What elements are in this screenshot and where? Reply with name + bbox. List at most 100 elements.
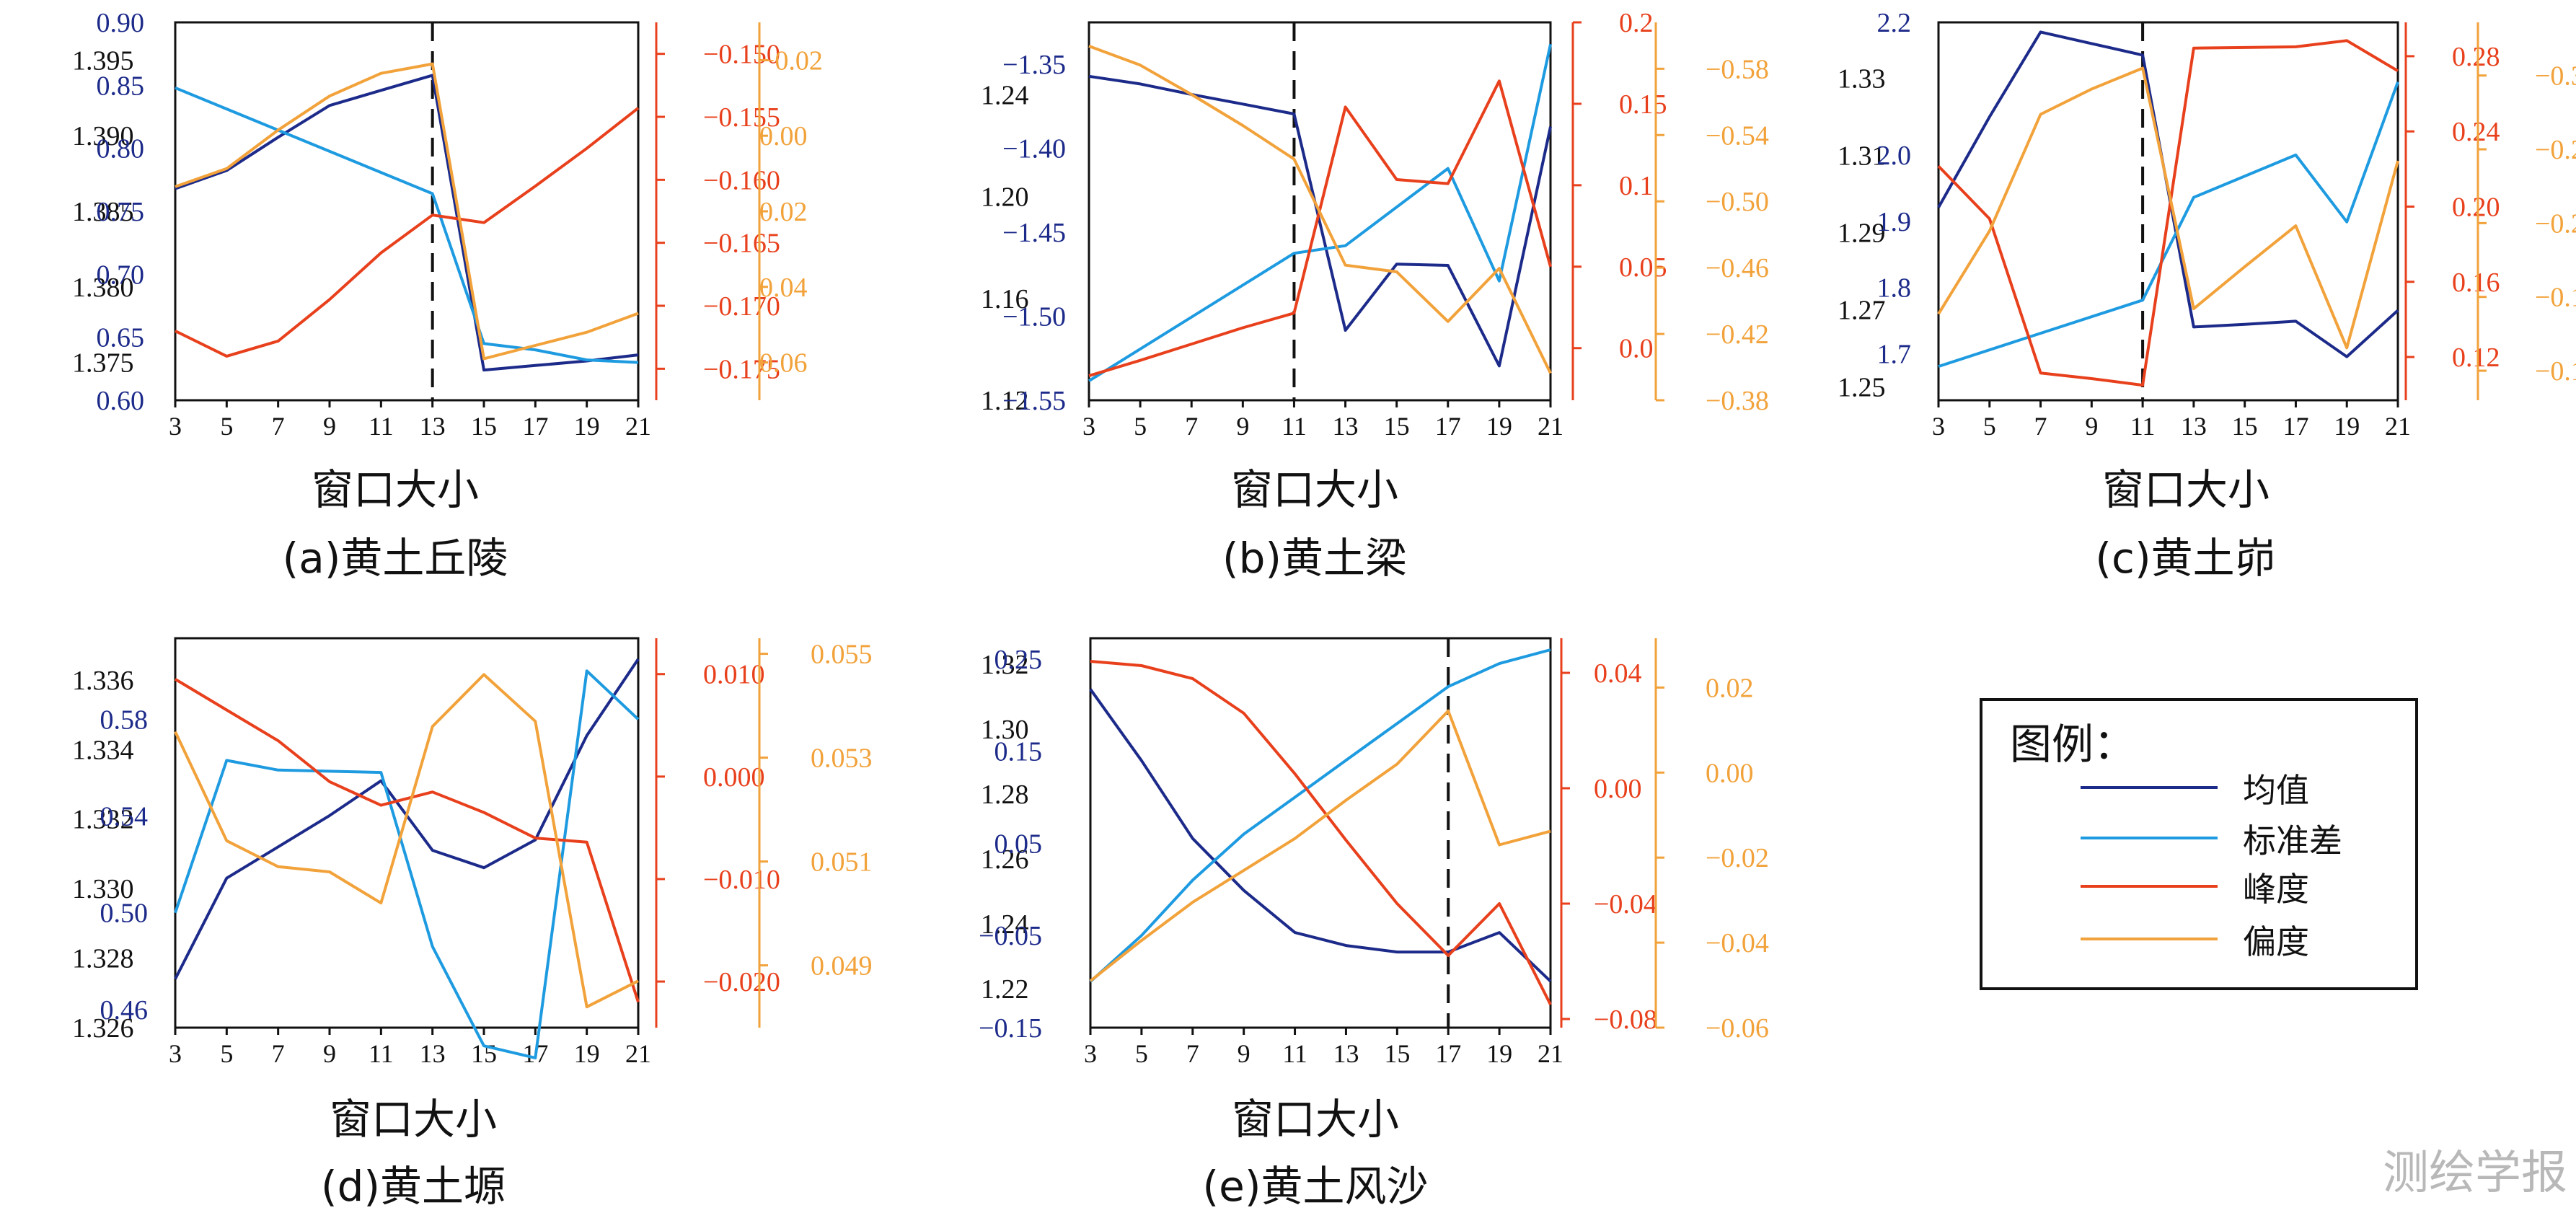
legend-swatch-mean (2081, 786, 2218, 789)
series-line-mean (175, 74, 639, 372)
x-tick-label: 9 (2085, 412, 2098, 441)
chart-panel-a: 3 5 7 9 11 13 15 17 19 21 1.375 1.380 1.385 1.390 1.39… (72, 8, 823, 441)
y-tick-label-skew: 0.055 (811, 640, 873, 670)
y-tick-label-mean: 1.330 (72, 874, 134, 904)
y-tick-label-std: −0.15 (979, 1013, 1042, 1044)
y-tick-label-std: −1.50 (1002, 302, 1066, 332)
legend-item-skew: 偏度 (2081, 916, 2326, 961)
plot-frame-e (1089, 637, 1552, 1029)
y-tick-label-skew: 0.051 (811, 847, 873, 878)
xlabel-c: 窗口大小 (2101, 465, 2270, 514)
series-line-mean (1088, 74, 1552, 368)
y-tick-label-std: 2.0 (1877, 141, 1912, 171)
y-tick-label-skew: 0.00 (759, 121, 808, 151)
x-tick-label: 5 (220, 412, 233, 441)
x-tick-label: 19 (574, 1039, 600, 1068)
series-line-std (174, 669, 640, 1059)
y-tick-label-mean: 1.24 (981, 909, 1029, 940)
x-tick-label: 21 (625, 1039, 651, 1068)
series-line-std (1938, 81, 2399, 369)
y-tick-label-mean: 1.20 (981, 182, 1029, 213)
y-tick-label-mean: 1.26 (981, 844, 1029, 875)
y-tick-label-kurt: 0.24 (2452, 117, 2500, 147)
x-tick-label: 13 (420, 1039, 446, 1068)
series-line-skew (1089, 709, 1551, 982)
y-tick-label-skew: −0.20 (2535, 208, 2576, 239)
y-tick-label-skew: 0.02 (1706, 673, 1754, 703)
chart-panel-d: 3 5 7 9 11 13 15 17 19 211.3261.3281.3301.3321.33… (72, 637, 873, 1068)
y-tick-label-std: 0.25 (994, 645, 1043, 675)
y-tick-label-std: 0.58 (100, 705, 149, 735)
y-tick-label-mean: 1.390 (72, 121, 134, 151)
series-line-skew (1088, 45, 1552, 374)
x-tick-label: 9 (1238, 1039, 1250, 1068)
xlabel-b: 窗口大小 (1230, 465, 1398, 514)
y-tick-label-mean: 1.336 (72, 666, 134, 696)
y-tick-label-kurt: 0.20 (2452, 192, 2500, 222)
y-tick-label-mean: 1.334 (72, 735, 134, 765)
y-tick-label-kurt: 0.0 (1619, 334, 1654, 364)
y-tick-label-skew: −0.50 (1706, 187, 1769, 217)
series-line-mean (1089, 688, 1552, 983)
caption-d: (d)黄土塬 (320, 1162, 506, 1211)
y-tick-label-skew: 0.04 (759, 273, 808, 303)
x-tick-label: 3 (1084, 1039, 1097, 1068)
y-tick-label-skew: −0.04 (1706, 928, 1769, 958)
y-tick-label-mean: 1.24 (981, 81, 1029, 111)
y-tick-label-std: 2.2 (1877, 8, 1912, 38)
y-tick-label-mean: 1.16 (981, 284, 1029, 314)
y-tick-label-mean: 1.326 (72, 1013, 134, 1044)
series-line-std (1088, 43, 1552, 382)
xlabel-d: 窗口大小 (329, 1095, 497, 1144)
y-tick-label-kurt: 0.2 (1619, 8, 1654, 38)
y-tick-label-std: 0.50 (100, 899, 149, 929)
x-tick-label: 5 (1134, 412, 1147, 441)
series-line-skew (175, 62, 639, 361)
series-line-kurt (175, 107, 640, 358)
y-tick-label-kurt: 0.1 (1619, 171, 1654, 201)
x-tick-label: 17 (2282, 412, 2308, 441)
y-tick-label-skew: 0.00 (1706, 758, 1754, 788)
x-tick-label: 3 (169, 1039, 182, 1068)
x-tick-label: 21 (1538, 412, 1563, 441)
x-tick-label: 7 (272, 1039, 285, 1068)
caption-b: (b)黄土梁 (1222, 534, 1408, 583)
y-tick-label-kurt: −0.010 (703, 865, 780, 895)
y-tick-label-kurt: −0.160 (703, 165, 780, 195)
legend-title: 图例： (2010, 720, 2136, 769)
chart-panel-b: 3 5 7 9 11 13 15 17 19 21 1.12 1.16 1.20 1.24 −1.55 −1.… (981, 8, 1769, 441)
y-tick-label-std: −1.40 (1002, 134, 1066, 164)
x-tick-label: 3 (1082, 412, 1095, 441)
y-tick-label-std: −0.05 (979, 921, 1042, 951)
y-tick-label-skew: −0.25 (2535, 135, 2576, 165)
y-tick-label-mean: 1.31 (1838, 141, 1886, 171)
x-tick-label: 9 (323, 412, 336, 441)
y-tick-label-skew: −0.58 (1706, 54, 1769, 84)
y-tick-label-std: 0.90 (97, 8, 145, 38)
y-tick-label-skew: −0.10 (2535, 356, 2576, 387)
y-tick-label-skew: −0.54 (1706, 120, 1769, 151)
x-tick-label: 3 (1932, 412, 1945, 441)
x-tick-label: 11 (2130, 412, 2156, 441)
x-tick-label: 19 (2334, 412, 2360, 441)
series-line-kurt (1937, 39, 2399, 387)
y-tick-label-std: 1.9 (1877, 207, 1912, 237)
y-tick-label-skew: −0.30 (2535, 61, 2576, 92)
legend-swatch-skew (2081, 938, 2218, 940)
y-tick-label-std: 0.75 (97, 197, 145, 227)
x-tick-label: 7 (2034, 412, 2047, 441)
xlabel-a: 窗口大小 (311, 465, 479, 514)
legend (1980, 698, 2418, 990)
y-tick-label-kurt: −0.165 (703, 229, 780, 259)
series-line-std (1089, 648, 1551, 983)
legend-label-kurt: 峰度 (2243, 870, 2309, 909)
y-tick-label-std: 1.7 (1877, 340, 1912, 370)
y-tick-label-std: 0.05 (994, 829, 1043, 859)
y-tick-label-mean: 1.28 (981, 780, 1029, 810)
y-tick-label-skew: −0.02 (759, 45, 823, 76)
y-tick-label-std: 0.70 (97, 260, 145, 290)
y-tick-label-kurt: −0.04 (1594, 889, 1657, 919)
x-tick-label: 3 (169, 412, 182, 441)
legend-swatch-kurt (2081, 885, 2218, 888)
